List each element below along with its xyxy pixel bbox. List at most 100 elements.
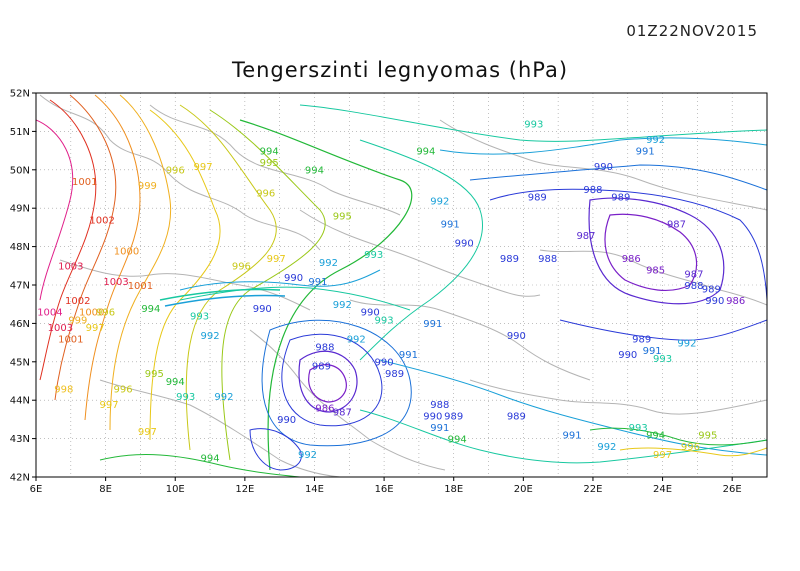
isobar-label: 995 [145,369,164,380]
isobar-label: 991 [636,146,655,157]
isobar-label: 987 [333,408,352,419]
isobar-label: 990 [423,411,442,422]
lat-tick-label: 50N [10,165,30,176]
isobar [261,319,412,447]
isobar [39,99,97,381]
lat-tick-label: 48N [10,242,30,253]
isobar-label: 990 [618,350,637,361]
isobar-label: 1001 [58,335,83,346]
isobar-label: 993 [364,250,383,261]
isobar-label: 988 [583,185,602,196]
timestamp: 01Z22NOV2015 [626,22,758,40]
isobar-label: 987 [576,231,595,242]
isobar-label: 1003 [58,262,83,273]
isobar-label: 994 [141,304,160,315]
country-border [149,104,401,216]
isobar-label: 988 [315,342,334,353]
lon-tick-label: 6E [30,484,43,495]
isobar [249,428,302,471]
lat-tick-label: 45N [10,357,30,368]
isobar [559,319,767,341]
isobar-label: 994 [305,166,324,177]
isobar-label: 990 [705,296,724,307]
isobar [359,139,484,361]
isobar-label: 991 [423,319,442,330]
isobar-label: 991 [399,350,418,361]
isobar [239,119,413,471]
lon-tick-label: 18E [444,484,463,495]
lat-tick-label: 46N [10,319,30,330]
isobar-label: 989 [632,335,651,346]
isobar-label: 987 [667,219,686,230]
lon-tick-label: 8E [99,484,112,495]
lat-tick-label: 49N [10,204,30,215]
lat-tick-label: 47N [10,281,30,292]
isobar-low-center [588,197,725,305]
isobar [281,333,383,427]
isobar-label: 997 [267,254,286,265]
isobar-low-center [308,364,347,403]
isobar-label: 1003 [103,277,128,288]
lon-tick-label: 20E [514,484,533,495]
lat-tick-label: 43N [10,434,30,445]
isobar-label: 992 [430,196,449,207]
isobar [179,269,381,291]
isobar-label: 996 [166,166,185,177]
isobar-label: 1000 [114,246,139,257]
isobar-label: 990 [594,162,613,173]
map-title: Tengerszinti legnyomas (hPa) [231,58,569,82]
isobar [99,454,301,477]
isobar-label: 989 [500,254,519,265]
isobar-label: 1001 [128,281,153,292]
isobar-label: 994 [416,146,435,157]
isobar [109,94,172,431]
isobar-label: 992 [214,392,233,403]
isobar-label: 988 [430,400,449,411]
isobar [164,294,286,307]
isobar-label: 989 [444,411,463,422]
isobar [589,427,767,446]
lon-tick-label: 22E [583,484,602,495]
coastline [99,379,341,477]
isobar-label: 1002 [89,216,114,227]
isobar-label: 1002 [65,296,90,307]
isobar-label: 985 [646,265,665,276]
country-borders [39,94,767,477]
isobar-label: 989 [702,285,721,296]
isobar-label: 997 [194,162,213,173]
isobar-label: 991 [441,219,460,230]
isobar-label: 1004 [37,308,62,319]
isobar [299,104,767,142]
isobar-label: 999 [68,315,87,326]
isobar-label: 989 [312,361,331,372]
isobar-label: 993 [524,120,543,131]
coastline [249,329,446,471]
isobar-label: 989 [528,193,547,204]
lat-tick-label: 51N [10,127,30,138]
isobar-label: 991 [643,346,662,357]
isobar-label: 997 [86,323,105,334]
lat-tick-label: 52N [10,89,30,100]
isobar-label: 994 [448,434,467,445]
isobars [36,94,767,477]
isobar-label: 992 [201,331,220,342]
lat-tick-label: 44N [10,396,30,407]
isobar [149,109,221,441]
lon-tick-label: 24E [653,484,672,495]
isobar-label: 992 [319,258,338,269]
isobar [489,188,767,301]
isobar-label: 991 [430,423,449,434]
isobar-label: 991 [308,277,327,288]
isobar-label: 993 [629,423,648,434]
lon-tick-label: 26E [723,484,742,495]
isobar-label: 992 [597,442,616,453]
isobar [439,137,767,155]
isobar-label: 992 [347,335,366,346]
isobar [84,94,141,421]
isobar-label: 990 [507,331,526,342]
isobar-label: 992 [333,300,352,311]
isobar-label: 994 [201,454,220,465]
isobar-label: 988 [684,281,703,292]
